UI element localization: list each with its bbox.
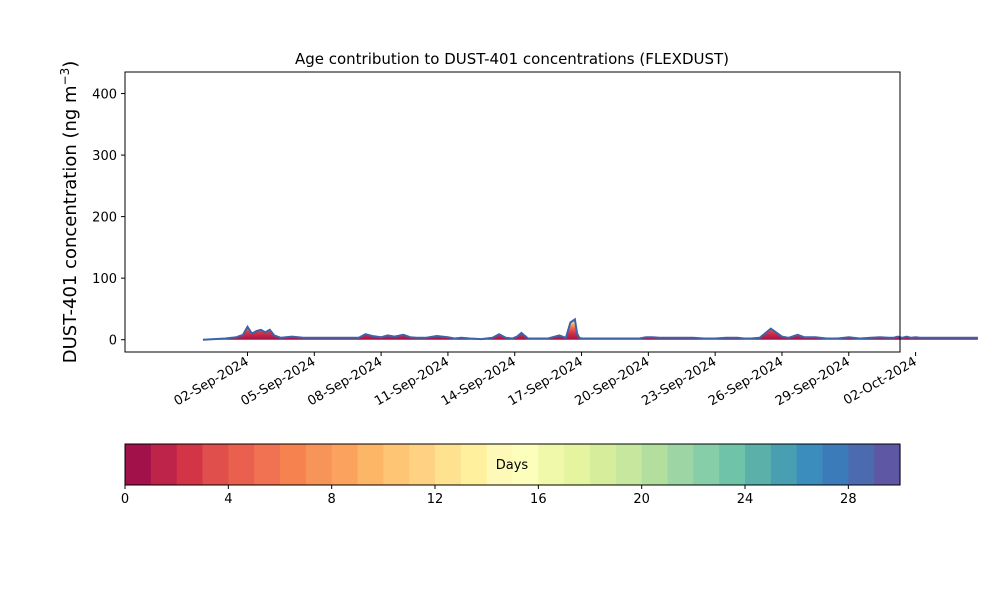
colorbar-tick-label: 12 <box>427 492 444 507</box>
y-axis-label: DUST-401 concentration (ng m−3) <box>58 61 81 364</box>
x-tick-label: 14-Sep-2024 <box>439 354 519 409</box>
x-tick-label: 26-Sep-2024 <box>706 354 786 409</box>
colorbar-frame <box>124 443 901 486</box>
y-tick-label: 0 <box>109 334 117 349</box>
colorbar-segment <box>202 444 229 485</box>
colorbar-segment <box>486 444 514 485</box>
colorbar-segment <box>435 444 462 485</box>
colorbar-segment <box>667 444 694 485</box>
colorbar-tick-label: 28 <box>840 492 857 507</box>
x-tick-label: 17-Sep-2024 <box>506 354 586 409</box>
colorbar-segment <box>409 444 436 485</box>
colorbar-segment <box>280 444 307 485</box>
colorbar-tick-label: 4 <box>224 492 232 507</box>
colorbar-segment <box>460 444 488 485</box>
colorbar-tick-label: 0 <box>121 492 129 507</box>
y-tick-label: 400 <box>92 88 117 103</box>
colorbar-segment <box>590 444 617 485</box>
colorbar-segment <box>848 444 875 485</box>
y-tick-label: 300 <box>92 149 117 164</box>
colorbar-label: Days <box>496 458 529 473</box>
x-tick-label: 02-Oct-2024 <box>841 354 919 408</box>
colorbar-segment <box>719 444 746 485</box>
colorbar-segment <box>125 444 152 485</box>
colorbar-segment <box>357 444 384 485</box>
colorbar-tick-label: 16 <box>530 492 547 507</box>
chart-title: Age contribution to DUST-401 concentrati… <box>295 50 729 68</box>
colorbar-segment <box>254 444 281 485</box>
colorbar-segment <box>822 444 849 485</box>
colorbar-segment <box>796 444 824 485</box>
plot-area <box>202 317 978 341</box>
y-tick-label: 100 <box>92 272 117 287</box>
x-tick-label: 05-Sep-2024 <box>238 354 318 409</box>
colorbar-segment <box>538 444 565 485</box>
x-tick-label: 02-Sep-2024 <box>172 354 252 409</box>
age-area <box>202 319 978 340</box>
colorbar-segment <box>693 444 720 485</box>
colorbar-tick-label: 8 <box>328 492 336 507</box>
colorbar-segment <box>383 444 410 485</box>
colorbar-segment <box>331 444 359 485</box>
colorbar: 0 4 8 12 16 20 24 28 <box>121 443 901 507</box>
colorbar-tick-label: 20 <box>633 492 650 507</box>
colorbar-segment <box>564 444 591 485</box>
colorbar-segment <box>228 444 255 485</box>
x-axis: 02-Sep-202405-Sep-202408-Sep-202411-Sep-… <box>172 352 920 409</box>
colorbar-segment <box>641 444 669 485</box>
x-tick-label: 23-Sep-2024 <box>639 354 719 409</box>
x-tick-label: 08-Sep-2024 <box>305 354 385 409</box>
colorbar-tick-label: 24 <box>737 492 754 507</box>
y-tick-label: 200 <box>92 211 117 226</box>
axes-frame <box>124 71 901 353</box>
y-axis: 0 100 200 300 400 <box>92 88 125 349</box>
colorbar-segment <box>615 444 643 485</box>
colorbar-segment <box>150 444 178 485</box>
colorbar-segment <box>874 444 901 485</box>
x-tick-label: 29-Sep-2024 <box>773 354 853 409</box>
colorbar-segment <box>176 444 204 485</box>
colorbar-segment <box>745 444 772 485</box>
colorbar-segment <box>770 444 798 485</box>
colorbar-segment <box>305 444 333 485</box>
colorbar-segment <box>512 444 539 485</box>
total-concentration-line <box>202 317 978 341</box>
x-tick-label: 20-Sep-2024 <box>573 354 653 409</box>
x-tick-label: 11-Sep-2024 <box>372 354 452 409</box>
